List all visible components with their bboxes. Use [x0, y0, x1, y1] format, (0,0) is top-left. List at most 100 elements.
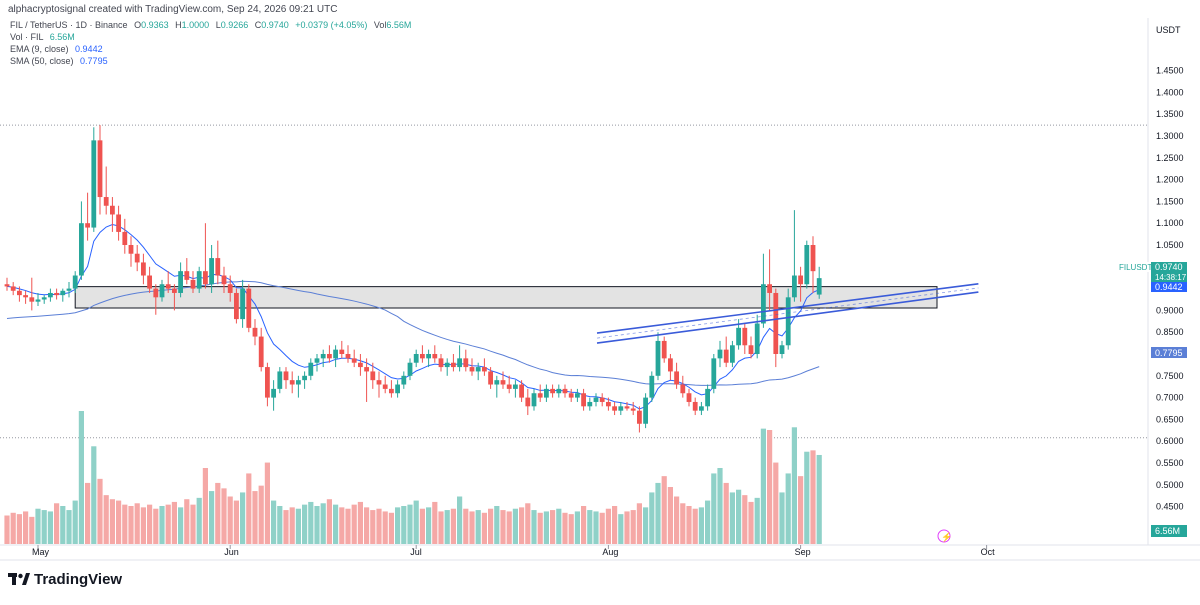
volume-bar: [419, 508, 425, 544]
volume-bar: [785, 473, 791, 544]
candle-body: [184, 271, 190, 280]
volume-bar: [376, 508, 382, 544]
volume-bar: [630, 510, 636, 544]
volume-bar: [674, 496, 680, 544]
candle-body: [537, 393, 543, 398]
volume-bar: [655, 482, 661, 544]
candle-body: [692, 401, 698, 411]
candle-body: [618, 406, 624, 411]
volume-bar: [66, 510, 72, 544]
volume-bar: [29, 516, 35, 544]
candle-body: [221, 275, 227, 285]
candle-body: [655, 340, 661, 376]
candle-body: [23, 295, 28, 298]
candle-body: [420, 354, 425, 359]
brand-name: TradingView: [34, 571, 123, 588]
candle-body: [103, 197, 109, 206]
candle-body: [246, 288, 252, 328]
ema-value: 0.9442: [75, 44, 103, 54]
candle-body: [29, 297, 35, 302]
volume-bar: [463, 508, 469, 544]
price-tick-label: 0.6500: [1156, 414, 1184, 424]
sma-legend[interactable]: SMA (50, close) 0.7795: [10, 56, 108, 66]
high-label: H: [175, 20, 182, 30]
volume-bar: [60, 506, 66, 544]
candle-body: [153, 288, 159, 298]
candle-body: [451, 362, 456, 368]
high-value: 1.0000: [181, 20, 210, 30]
candle-body: [10, 286, 16, 291]
lightning-icon[interactable]: [937, 529, 951, 543]
volume-bar: [407, 504, 413, 544]
volume-bar: [568, 514, 574, 544]
candle-body: [314, 358, 320, 363]
candle-body: [668, 358, 673, 372]
volume-bar: [556, 508, 562, 544]
candle-body: [72, 275, 78, 289]
volume-bar: [736, 489, 742, 544]
price-tick-label: 1.1000: [1156, 218, 1184, 228]
volume-bar: [742, 495, 748, 544]
volume-bar: [116, 500, 122, 544]
volume-bar: [246, 473, 252, 544]
volume-bar: [289, 507, 295, 544]
candle-body: [215, 258, 221, 276]
volume-bar: [339, 507, 345, 544]
volume-bar: [103, 495, 109, 544]
close-value: 0.9740: [261, 20, 289, 30]
price-tick-label: 0.5000: [1156, 480, 1184, 490]
candle-body: [172, 288, 177, 293]
volume-bar: [450, 508, 456, 544]
volume-bar: [295, 508, 301, 544]
volume-bar: [196, 497, 202, 544]
candle-body: [382, 384, 388, 389]
volume-bar: [10, 512, 16, 544]
candle-body: [358, 362, 363, 368]
candle-body: [699, 406, 704, 411]
volume-bar: [357, 501, 363, 544]
volume-bar: [680, 503, 686, 544]
candle-body: [110, 205, 115, 215]
ema-tag-box: [1151, 282, 1187, 292]
candle-body: [587, 401, 593, 407]
sma-tag-box: [1151, 347, 1187, 358]
volume-bar: [388, 512, 394, 544]
candle-body: [389, 388, 394, 394]
volume-bar: [816, 454, 822, 544]
candle-body: [147, 275, 152, 289]
volume-bar: [351, 504, 357, 544]
candle-body: [500, 380, 506, 385]
candle-body: [116, 214, 121, 232]
volume-bar: [401, 506, 407, 544]
price-tick-label: 1.2500: [1156, 153, 1184, 163]
volume-bar: [574, 511, 580, 544]
volume-bar: [382, 511, 388, 544]
candle-body: [401, 375, 407, 385]
candle-body: [717, 349, 723, 359]
volume-bar: [395, 507, 401, 544]
price-tick-label: 1.0500: [1156, 240, 1184, 250]
candle-body: [705, 388, 710, 407]
volume-bar: [488, 508, 494, 544]
volume-bar: [624, 511, 630, 544]
volume-bar: [661, 476, 667, 544]
volume-indicator-legend[interactable]: Vol · FIL 6.56M: [10, 32, 75, 42]
tradingview-logo[interactable]: TradingView: [8, 571, 122, 588]
candle-body: [432, 354, 438, 359]
price-tick-label: 1.1500: [1156, 196, 1184, 206]
volume-bar: [326, 499, 332, 544]
volume-bar: [426, 507, 432, 544]
volume-bar: [711, 473, 717, 544]
ema-legend[interactable]: EMA (9, close) 0.9442: [10, 44, 103, 54]
close-label: C: [254, 20, 262, 30]
price-tick-label: 1.3000: [1156, 131, 1184, 141]
volume-bar: [729, 492, 735, 544]
time-tick-layer: May Jun Jul Aug Sep Oct: [32, 545, 995, 557]
candle-body: [289, 380, 295, 385]
volume-bar: [760, 428, 766, 544]
time-tick-label: Aug: [602, 547, 618, 557]
volume-bar: [581, 506, 587, 544]
candle-body: [227, 284, 233, 293]
